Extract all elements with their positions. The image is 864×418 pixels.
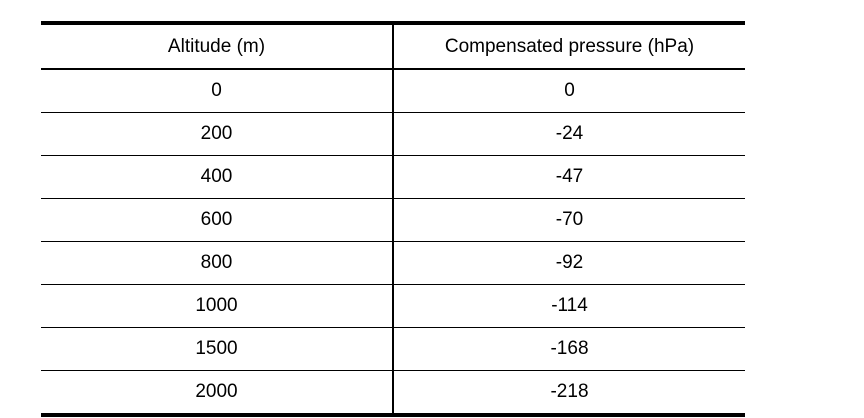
column-header-altitude: Altitude (m) — [41, 23, 394, 70]
pressure-cell: -218 — [550, 381, 589, 402]
pressure-cell: -114 — [393, 284, 745, 328]
table-header-row: Altitude (m) Compensated pressure (hPa) — [41, 23, 745, 70]
table-row: 400 -47 — [41, 155, 745, 199]
table-row: 2000 -218 — [41, 370, 745, 415]
pressure-cell: -168 — [393, 327, 745, 371]
column-header-compensated-pressure: Compensated pressure (hPa) — [393, 23, 745, 70]
pressure-compensation-table: Altitude (m) Compensated pressure (hPa) … — [41, 21, 745, 417]
table-row: 1000 -114 — [41, 284, 745, 328]
pressure-cell: -47 — [393, 155, 745, 199]
table-row: 800 -92 — [41, 241, 745, 285]
table-row: 0 0 — [41, 69, 745, 113]
altitude-cell: 0 — [41, 69, 394, 113]
table-row: 1500 -168 — [41, 327, 745, 371]
table-row: 600 -70 — [41, 198, 745, 242]
altitude-cell: 400 — [41, 155, 394, 199]
pressure-cell: -24 — [393, 112, 745, 156]
altitude-cell: 1000 — [41, 284, 394, 328]
table-row: 200 -24 — [41, 112, 745, 156]
pressure-cell: -92 — [393, 241, 745, 285]
altitude-cell: 800 — [41, 241, 394, 285]
pressure-cell: -70 — [393, 198, 745, 242]
pressure-cell: 0 — [393, 69, 745, 113]
altitude-cell: 2000 — [41, 370, 394, 415]
altitude-cell: 200 — [41, 112, 394, 156]
altitude-cell: 1500 — [41, 327, 394, 371]
pressure-table-container: Altitude (m) Compensated pressure (hPa) … — [41, 21, 745, 417]
altitude-cell: 600 — [41, 198, 394, 242]
